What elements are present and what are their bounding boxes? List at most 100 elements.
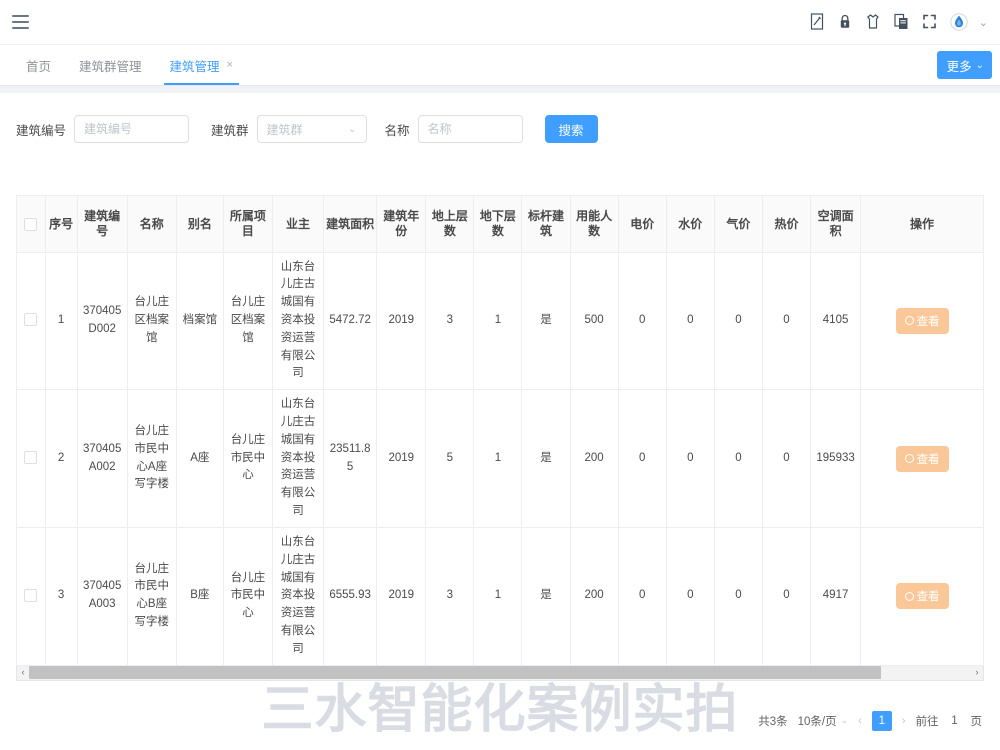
cell-heat-price: 0: [762, 527, 812, 666]
cell-action: 查看: [860, 527, 983, 666]
cell-floors-above: 5: [425, 389, 475, 528]
cell-year: 2019: [376, 389, 427, 528]
col-benchmark[interactable]: 标杆建筑: [521, 196, 571, 253]
view-button[interactable]: 查看: [895, 445, 949, 472]
table-header-row: 序号 建筑编号 名称 别名 所属项目 业主 建筑面积 建筑年份 地上层数 地下层…: [17, 196, 983, 253]
col-year[interactable]: 建筑年份: [376, 196, 427, 253]
pagination-prev-button[interactable]: ‹: [858, 714, 862, 727]
scrollbar-thumb[interactable]: [29, 666, 881, 680]
col-building-no[interactable]: 建筑编号: [77, 196, 128, 253]
cell-benchmark: 是: [521, 252, 571, 391]
tab-label: 首页: [26, 59, 52, 74]
pagination-jump-input[interactable]: [943, 711, 966, 731]
row-checkbox[interactable]: [24, 313, 38, 327]
cell-index: 3: [45, 527, 78, 666]
col-floors-below[interactable]: 地下层数: [473, 196, 523, 253]
cell-ac-area: 4917: [810, 527, 862, 666]
cell-floors-above: 3: [425, 527, 475, 666]
cell-area: 23511.85: [323, 389, 378, 528]
pagination-next-button[interactable]: ›: [901, 714, 906, 727]
cell-year: 2019: [376, 252, 427, 391]
view-button[interactable]: 查看: [895, 307, 949, 334]
cell-benchmark: 是: [521, 389, 571, 528]
fullscreen-icon[interactable]: [922, 13, 938, 31]
row-checkbox-cell: [17, 252, 46, 391]
tab-building-group-management[interactable]: 建筑群管理: [65, 45, 156, 85]
col-elec-price[interactable]: 电价: [618, 196, 667, 253]
building-group-select-value: 建筑群: [266, 122, 303, 137]
chevron-down-icon: ⌄: [348, 123, 357, 135]
more-button[interactable]: 更多 ⌄: [936, 51, 992, 79]
tab-close-icon[interactable]: ×: [226, 59, 233, 71]
tab-label: 建筑群管理: [79, 59, 142, 74]
cell-name: 台儿庄区档案馆: [127, 252, 177, 391]
page-size-select[interactable]: 10条/页 ⌄: [798, 713, 849, 729]
col-people[interactable]: 用能人数: [570, 196, 619, 253]
tab-building-management[interactable]: 建筑管理 ×: [156, 45, 247, 85]
cell-heat-price: 0: [762, 389, 812, 528]
building-no-input[interactable]: [74, 115, 190, 143]
pagination-total: 共3条: [758, 715, 788, 728]
name-label: 名称: [384, 123, 410, 138]
flame-logo-icon[interactable]: [950, 13, 968, 31]
cell-owner: 山东台儿庄古城国有资本投资运营有限公司: [272, 527, 325, 666]
cell-project: 台儿庄市民中心: [223, 389, 273, 528]
table-horizontal-scrollbar[interactable]: ‹ ›: [16, 665, 984, 681]
cell-alias: 档案馆: [176, 252, 224, 391]
select-all-header: [17, 196, 46, 253]
page-size-label: 10条/页: [797, 715, 837, 728]
col-area[interactable]: 建筑面积: [323, 196, 378, 253]
cell-elec-price: 0: [618, 252, 667, 391]
col-project[interactable]: 所属项目: [223, 196, 273, 253]
name-input[interactable]: [417, 115, 523, 143]
cell-floors-below: 1: [473, 527, 523, 666]
cell-people: 200: [570, 527, 619, 666]
cell-area: 6555.93: [323, 527, 378, 666]
document-pen-icon[interactable]: [810, 13, 826, 31]
cell-owner: 山东台儿庄古城国有资本投资运营有限公司: [272, 389, 325, 528]
shirt-icon[interactable]: [866, 13, 882, 31]
copy-icon[interactable]: [894, 13, 910, 31]
tab-home[interactable]: 首页: [12, 45, 65, 85]
building-table: 序号 建筑编号 名称 别名 所属项目 业主 建筑面积 建筑年份 地上层数 地下层…: [17, 196, 983, 666]
row-checkbox[interactable]: [24, 451, 38, 465]
building-group-select[interactable]: 建筑群 ⌄: [256, 115, 367, 143]
cell-heat-price: 0: [762, 252, 812, 391]
col-heat-price[interactable]: 热价: [762, 196, 812, 253]
pagination: 共3条 10条/页 ⌄ ‹ 1 › 前往 页: [0, 710, 1000, 731]
view-button[interactable]: 查看: [895, 583, 949, 610]
search-button[interactable]: 搜索: [544, 115, 598, 143]
scroll-right-arrow-icon[interactable]: ›: [975, 667, 979, 678]
row-checkbox[interactable]: [24, 588, 38, 602]
col-water-price[interactable]: 水价: [666, 196, 715, 253]
cell-gas-price: 0: [714, 527, 763, 666]
cell-project: 台儿庄区档案馆: [223, 252, 273, 391]
building-group-label: 建筑群: [211, 123, 249, 138]
col-alias[interactable]: 别名: [176, 196, 224, 253]
name-field: 名称: [385, 115, 523, 143]
cell-water-price: 0: [666, 389, 715, 528]
cell-action: 查看: [860, 389, 983, 528]
cell-benchmark: 是: [521, 527, 571, 666]
select-all-checkbox[interactable]: [24, 217, 38, 231]
col-ac-area[interactable]: 空调面积: [810, 196, 862, 253]
col-floors-above[interactable]: 地上层数: [425, 196, 475, 253]
row-checkbox-cell: [17, 389, 46, 528]
col-name[interactable]: 名称: [127, 196, 177, 253]
cell-ac-area: 4105: [810, 252, 862, 391]
hamburger-icon[interactable]: [8, 11, 30, 33]
user-menu-chevron-down-icon[interactable]: ⌄: [978, 16, 988, 29]
lock-icon[interactable]: [838, 13, 854, 31]
col-gas-price[interactable]: 气价: [714, 196, 763, 253]
cell-alias: A座: [176, 389, 224, 528]
scroll-left-arrow-icon[interactable]: ‹: [21, 667, 25, 678]
building-no-label: 建筑编号: [16, 123, 67, 138]
col-index[interactable]: 序号: [45, 196, 78, 253]
eye-icon: [904, 316, 914, 326]
tab-label: 建筑管理: [169, 59, 220, 74]
pagination-page-1[interactable]: 1: [871, 710, 892, 731]
col-owner[interactable]: 业主: [272, 196, 325, 253]
cell-building-no: 370405A003: [77, 527, 128, 666]
cell-index: 1: [45, 252, 78, 391]
top-bar: ⌄: [0, 0, 1000, 45]
